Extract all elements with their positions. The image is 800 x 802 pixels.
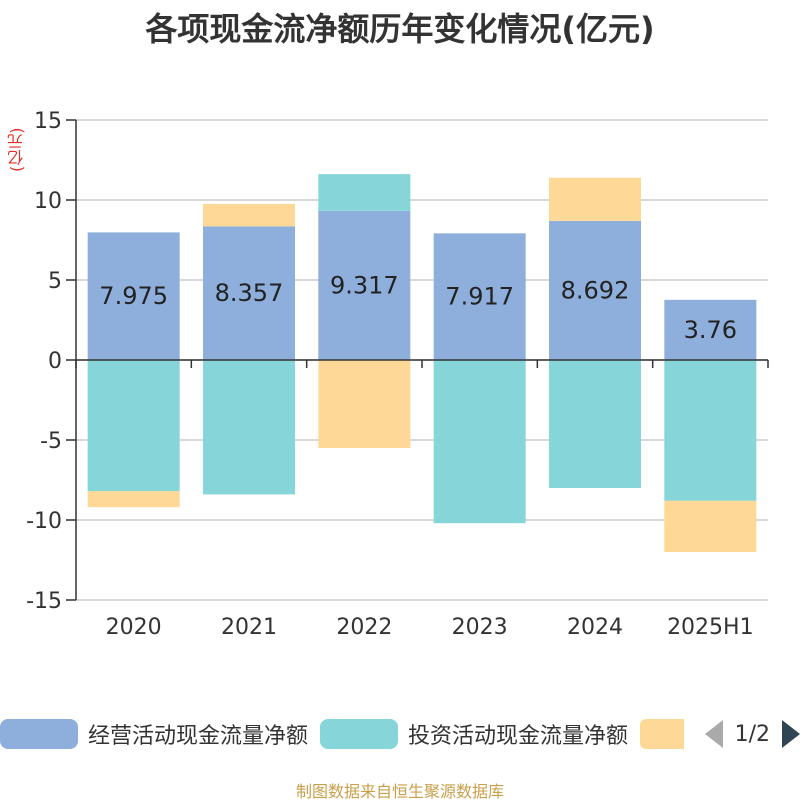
data-label: 8.357 [215, 279, 284, 307]
bar-operating [203, 226, 295, 360]
y-tick-label: -10 [26, 509, 62, 534]
bar-investing [664, 360, 757, 501]
y-tick-label: 15 [34, 109, 62, 134]
bar-financing [87, 491, 180, 508]
legend-item-investing[interactable]: 投资活动现金流量净额 [320, 718, 628, 750]
legend-item-financing[interactable] [640, 718, 684, 750]
bar-financing [664, 500, 757, 552]
legend-page-indicator: 1/2 [734, 721, 770, 747]
data-label: 9.317 [330, 271, 399, 299]
legend-pager: 1/2 [704, 718, 800, 750]
legend-label-investing: 投资活动现金流量净额 [408, 724, 629, 749]
x-tick-label: 2024 [567, 615, 623, 640]
legend-prev-icon[interactable] [704, 720, 723, 748]
bar-financing [203, 203, 295, 227]
bar-operating [87, 232, 180, 360]
chart-title: 各项现金流净额历年变化情况(亿元) [145, 10, 655, 48]
bar-investing [433, 360, 526, 524]
x-tick-label: 2025H1 [667, 615, 754, 640]
bar-operating [664, 299, 757, 360]
data-label: 7.917 [445, 283, 514, 311]
y-tick-label: -15 [26, 589, 62, 614]
bar-operating [433, 233, 526, 360]
legend: 经营活动现金流量净额 投资活动现金流量净额 1/2 [0, 714, 800, 758]
bar-investing [87, 360, 180, 492]
legend-label-operating: 经营活动现金流量净额 [88, 724, 309, 749]
legend-swatch-financing [640, 719, 684, 749]
x-tick-label: 2021 [221, 615, 277, 640]
data-label: 7.975 [99, 282, 168, 310]
bar-investing [549, 360, 641, 488]
legend-swatch-investing [320, 719, 398, 749]
y-tick-label: -5 [40, 429, 62, 454]
legend-item-operating[interactable]: 经营活动现金流量净额 [0, 718, 308, 750]
bar-operating [318, 210, 411, 360]
legend-next-icon[interactable] [782, 720, 800, 748]
x-tick-label: 2022 [336, 615, 392, 640]
data-label: 3.76 [684, 316, 737, 344]
y-tick-label: 0 [48, 349, 62, 374]
y-tick-label: 10 [34, 189, 62, 214]
bar-financing [549, 177, 641, 221]
bar-operating [549, 220, 641, 360]
x-tick-label: 2020 [106, 615, 162, 640]
data-label: 8.692 [561, 276, 630, 304]
legend-swatch-operating [0, 719, 78, 749]
chart-plot: 15 10 5 0 -5 -10 -15 7.975 2020 8.357 2021 9.317 202… [26, 109, 769, 640]
bar-investing [318, 174, 411, 211]
bar-financing [318, 360, 411, 448]
x-tick-label: 2023 [452, 615, 508, 640]
bar-investing [203, 360, 295, 495]
y-tick-label: 5 [48, 269, 62, 294]
source-note: 制图数据来自恒生聚源数据库 [295, 782, 504, 801]
